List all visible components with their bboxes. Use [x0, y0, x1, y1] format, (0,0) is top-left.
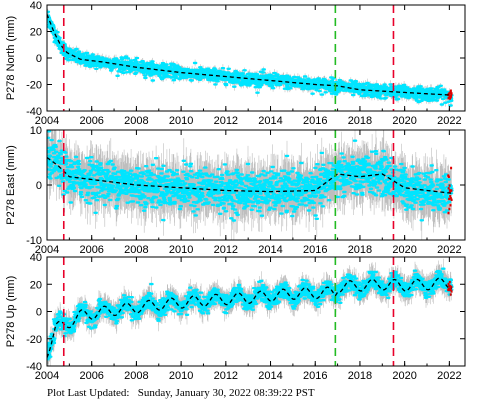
model-line — [47, 14, 452, 96]
y-tick-label: -10 — [26, 235, 42, 247]
plot-area — [47, 257, 454, 366]
east-panel: 2004 2006 2008 2010 2012 2014 2016 2018 2020 2022… — [5, 125, 466, 256]
x-tick-label: 2010 — [169, 370, 193, 382]
x-tick-label: 2012 — [214, 244, 238, 256]
x-tick-label: 2016 — [303, 370, 327, 382]
x-tick-label: 2014 — [258, 244, 282, 256]
model-line — [47, 277, 452, 358]
footer-date: Sunday, January 30, 2022 08:39:22 PST — [137, 387, 315, 399]
x-tick-label: 2004 — [35, 370, 59, 382]
y-axis-title: P278 North (mm) — [5, 16, 17, 100]
up-panel: 2004 2006 2008 2010 2012 2014 2016 2018 2020 2022… — [5, 252, 466, 382]
y-tick-label: 0 — [36, 53, 42, 65]
x-tick-label: 2018 — [348, 244, 372, 256]
x-tick-label: 2020 — [392, 370, 416, 382]
footer-label: Plot Last Updated: — [47, 387, 130, 399]
footer-timestamp: Plot Last Updated: Sunday, January 30, 2… — [47, 387, 315, 399]
y-tick-label: 0 — [36, 307, 42, 319]
x-tick-label: 2014 — [258, 115, 282, 127]
x-tick-label: 2018 — [348, 115, 372, 127]
x-tick-label: 2008 — [124, 115, 148, 127]
x-tick-label: 2008 — [124, 244, 148, 256]
recent-points — [447, 280, 453, 296]
plot-area — [47, 130, 454, 240]
north-panel: 2004 2006 2008 2010 2012 2014 2016 2018 2020 2022… — [5, 0, 466, 127]
y-tick-label: 0 — [36, 180, 42, 192]
model-line — [47, 156, 452, 194]
y-tick-label: 40 — [30, 252, 42, 264]
x-tick-label: 2014 — [258, 370, 282, 382]
y-tick-label: 20 — [30, 27, 42, 39]
x-tick-label: 2012 — [214, 370, 238, 382]
x-tick-label: 2016 — [303, 115, 327, 127]
x-tick-label: 2020 — [392, 115, 416, 127]
x-tick-label: 2004 — [35, 244, 59, 256]
x-tick-label: 2008 — [124, 370, 148, 382]
x-tick-label: 2022 — [437, 115, 461, 127]
x-tick-label: 2006 — [79, 115, 103, 127]
y-tick-label: -40 — [26, 361, 42, 373]
y-tick-label: 40 — [30, 0, 42, 12]
gps-timeseries-figure: 2004 2006 2008 2010 2012 2014 2016 2018 2020 2022… — [5, 0, 466, 382]
y-axis-title: P278 Up (mm) — [5, 276, 17, 348]
y-tick-label: 20 — [30, 279, 42, 291]
y-tick-label: -40 — [26, 106, 42, 118]
x-tick-label: 2006 — [79, 244, 103, 256]
y-tick-label: -20 — [26, 334, 42, 346]
x-tick-label: 2010 — [169, 115, 193, 127]
x-tick-label: 2018 — [348, 370, 372, 382]
x-tick-label: 2020 — [392, 244, 416, 256]
plot-area — [47, 5, 454, 111]
x-tick-label: 2012 — [214, 115, 238, 127]
x-tick-label: 2006 — [79, 370, 103, 382]
x-tick-label: 2016 — [303, 244, 327, 256]
y-tick-label: -20 — [26, 80, 42, 92]
x-tick-label: 2022 — [437, 370, 461, 382]
x-tick-label: 2010 — [169, 244, 193, 256]
x-tick-label: 2004 — [35, 115, 59, 127]
recent-points — [447, 166, 453, 215]
y-tick-label: 10 — [30, 125, 42, 137]
y-axis-title: P278 East (mm) — [5, 145, 17, 224]
x-tick-label: 2022 — [437, 244, 461, 256]
